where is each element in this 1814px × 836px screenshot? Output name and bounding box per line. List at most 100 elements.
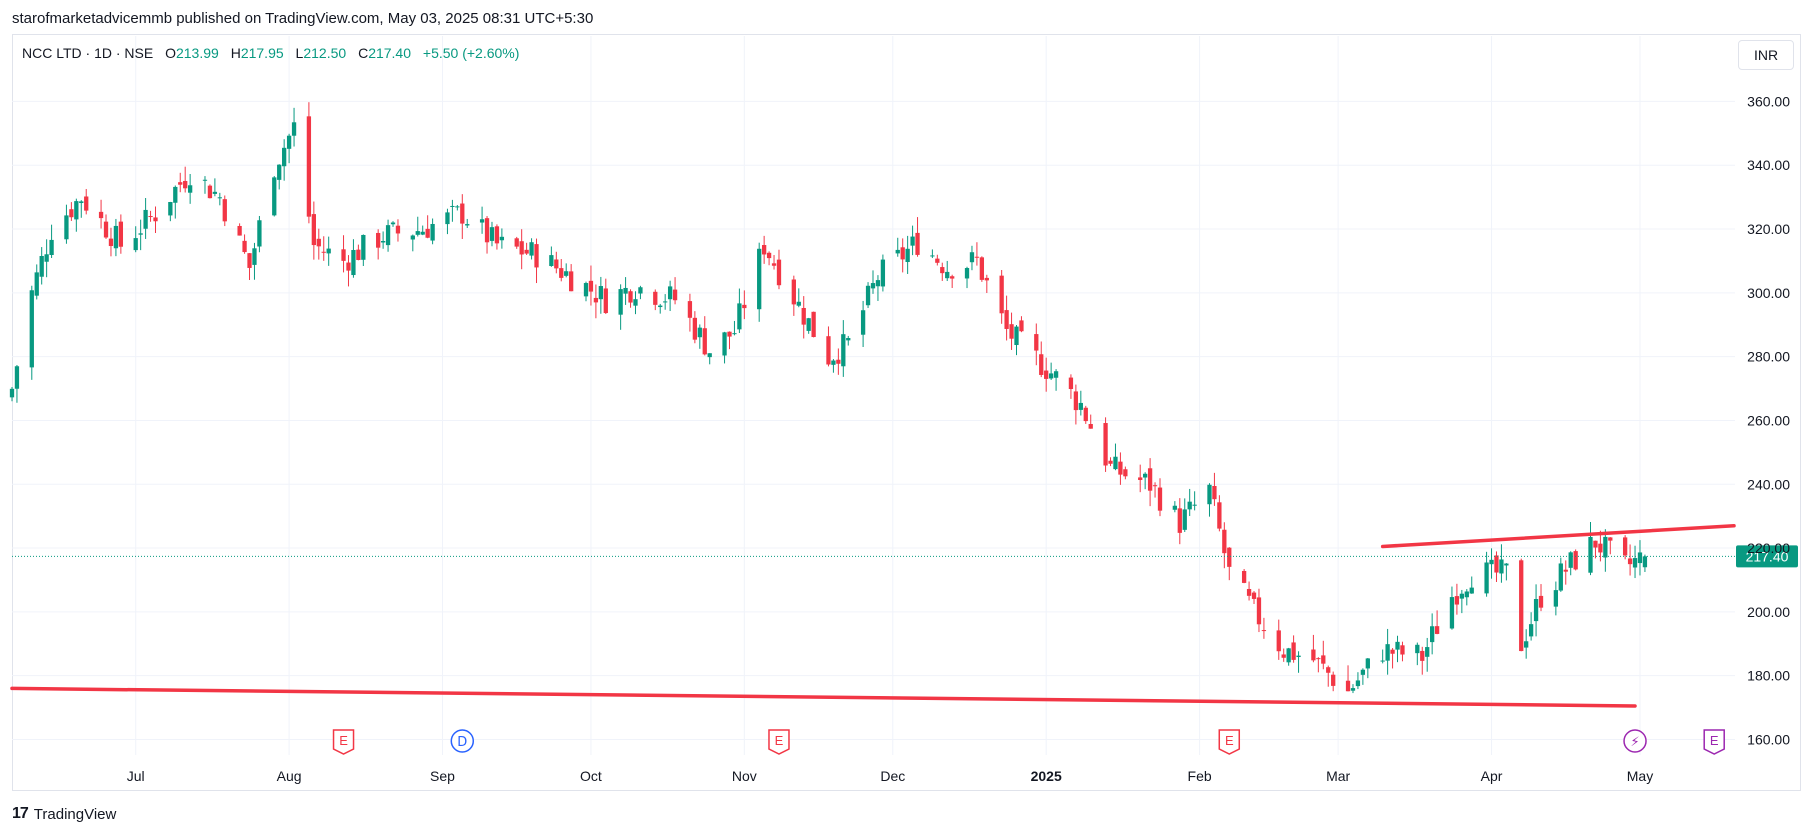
candle-body — [1489, 559, 1494, 565]
time-tick-label: Sep — [430, 768, 455, 784]
candle — [143, 198, 148, 239]
candle — [282, 139, 287, 181]
candle — [1489, 548, 1494, 579]
candle — [207, 184, 213, 199]
candle-body — [1603, 536, 1608, 558]
candle-body — [1034, 334, 1039, 351]
candle — [237, 223, 242, 236]
candle — [672, 277, 678, 305]
candle-body — [44, 254, 49, 262]
candle-body — [1241, 570, 1247, 583]
candle — [1073, 384, 1079, 425]
candle-body — [1568, 552, 1573, 568]
candle — [326, 236, 331, 266]
candle-body — [1494, 555, 1499, 573]
event-dividend-icon[interactable]: D — [450, 729, 475, 753]
candle — [945, 260, 950, 282]
trendline-2[interactable] — [1380, 523, 1736, 549]
candle — [588, 265, 594, 306]
candle — [118, 214, 124, 254]
candle-body — [831, 360, 836, 365]
time-tick-label: Aug — [277, 768, 302, 784]
candle-body — [1563, 569, 1568, 572]
candle — [880, 254, 886, 292]
candle-body — [1108, 460, 1113, 464]
candle — [1009, 312, 1014, 350]
candle-body — [658, 305, 663, 308]
candle — [1420, 646, 1425, 675]
candle — [1311, 634, 1316, 663]
candle — [841, 320, 846, 377]
candle — [1558, 557, 1563, 592]
candle — [771, 255, 777, 270]
candle-body — [667, 286, 673, 300]
time-tick-label: Nov — [732, 768, 757, 784]
candle — [742, 290, 747, 320]
candle-body — [776, 259, 782, 286]
candle — [1637, 540, 1643, 576]
change-value: +5.50 (+2.60%) — [422, 45, 520, 61]
candle-body — [727, 331, 732, 337]
candle-body — [450, 205, 455, 207]
candle — [173, 185, 178, 219]
event-earnings-icon[interactable]: E — [332, 729, 355, 755]
event-earnings-icon[interactable]: E — [1218, 729, 1241, 755]
candle — [1286, 647, 1291, 666]
chart-pane[interactable] — [12, 34, 1801, 791]
candle — [519, 229, 524, 270]
event-earnings-icon[interactable]: E — [1703, 729, 1725, 755]
candle — [1484, 551, 1489, 597]
candle — [272, 176, 277, 217]
trendline-1[interactable] — [10, 686, 1637, 708]
candle-body — [1390, 649, 1395, 654]
candle — [202, 176, 208, 194]
candle — [489, 221, 495, 247]
candle — [14, 364, 20, 403]
candle — [346, 255, 351, 287]
candle-body — [1380, 660, 1385, 662]
candle — [1014, 325, 1019, 356]
candle — [1538, 584, 1544, 612]
event-split-icon[interactable]: ⚡ — [1623, 729, 1647, 753]
candle-body — [1123, 469, 1128, 477]
candle-body — [1143, 473, 1148, 478]
candle — [494, 224, 500, 250]
tradingview-logo[interactable]: 17 TradingView — [12, 805, 116, 823]
candle-body — [460, 203, 465, 224]
candle-body — [113, 225, 119, 249]
candle-body — [964, 268, 970, 279]
candle — [1326, 665, 1331, 687]
candle-body — [1078, 402, 1083, 410]
candle-body — [732, 333, 737, 335]
candle-body — [430, 223, 435, 241]
symbol-name[interactable]: NCC LTD · 1D · NSE — [22, 45, 154, 61]
candle — [1108, 457, 1113, 467]
candle — [628, 289, 633, 308]
candle-body — [1296, 655, 1301, 658]
candle — [321, 236, 326, 261]
candle-body — [791, 279, 796, 305]
price-tick-label: 200.00 — [1747, 604, 1790, 620]
candle-body — [9, 388, 15, 398]
candle — [1261, 617, 1267, 639]
candle — [1152, 482, 1158, 498]
event-earnings-icon[interactable]: E — [768, 729, 790, 755]
candle-body — [692, 317, 698, 340]
candle-body — [455, 206, 460, 208]
candle-body — [79, 201, 84, 204]
candle — [84, 188, 89, 215]
candle — [806, 317, 811, 334]
candle-body — [653, 291, 658, 305]
candle — [1177, 498, 1182, 545]
candle-body — [207, 185, 213, 199]
candle — [1603, 529, 1608, 572]
currency-button[interactable]: INR — [1738, 40, 1794, 70]
candle — [1192, 491, 1197, 511]
price-tick-label: 280.00 — [1747, 349, 1790, 365]
candle — [1608, 537, 1613, 555]
candle — [1053, 369, 1059, 391]
candle — [183, 166, 188, 193]
candle-body — [757, 248, 762, 310]
candle-body — [1326, 667, 1331, 673]
